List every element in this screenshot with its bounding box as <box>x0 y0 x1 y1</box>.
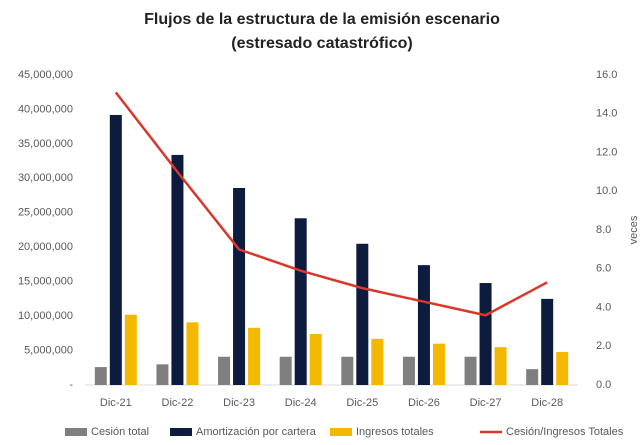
bar <box>417 265 430 385</box>
bar <box>526 369 539 385</box>
bar <box>494 347 507 385</box>
y2-tick-label: 6.0 <box>596 263 611 275</box>
bar <box>309 334 322 385</box>
legend-label: Cesión total <box>91 426 149 438</box>
x-tick-label: Dic-24 <box>285 397 317 409</box>
chart-subtitle: (estresado catastrófico) <box>231 35 412 52</box>
bar <box>371 338 384 385</box>
y2-tick-label: 2.0 <box>596 340 611 352</box>
legend-swatch <box>170 428 192 436</box>
y-tick-label: 20,000,000 <box>18 241 73 253</box>
chart-title: Flujos de la estructura de la emisión es… <box>144 11 500 28</box>
y2-tick-label: 14.0 <box>596 108 617 120</box>
y-tick-label: 25,000,000 <box>18 207 73 219</box>
y-tick-label: 5,000,000 <box>24 344 73 356</box>
bar <box>94 367 107 385</box>
x-tick-label: Dic-28 <box>531 397 563 409</box>
y-tick-label: 40,000,000 <box>18 103 73 115</box>
y2-tick-label: 12.0 <box>596 146 617 158</box>
bar <box>233 187 246 385</box>
bar <box>109 114 122 385</box>
x-tick-label: Dic-25 <box>346 397 378 409</box>
bar <box>156 364 169 385</box>
x-tick-label: Dic-21 <box>100 397 132 409</box>
bar <box>124 314 137 385</box>
bar <box>248 327 261 385</box>
bar <box>356 243 369 385</box>
legend-label: Cesión/Ingresos Totales <box>506 426 624 438</box>
y-tick-label: 10,000,000 <box>18 310 73 322</box>
bar <box>341 356 354 385</box>
x-tick-label: Dic-22 <box>162 397 194 409</box>
bar <box>171 154 184 385</box>
y2-tick-label: 0.0 <box>596 379 611 391</box>
x-tick-label: Dic-26 <box>408 397 440 409</box>
y2-tick-label: 16.0 <box>596 69 617 81</box>
bar <box>541 298 554 385</box>
y-tick-label: 15,000,000 <box>18 276 73 288</box>
bar <box>294 218 307 385</box>
y-tick-label: 30,000,000 <box>18 172 73 184</box>
legend-label: Amortización por cartera <box>196 426 317 438</box>
x-tick-label: Dic-23 <box>223 397 255 409</box>
bar <box>432 343 445 385</box>
bar <box>464 356 477 385</box>
bar <box>279 356 292 385</box>
bar <box>556 351 569 385</box>
y2-axis-label: veces <box>628 215 640 244</box>
bar <box>218 356 231 385</box>
bar <box>479 283 492 385</box>
legend-swatch <box>330 428 352 436</box>
y2-tick-label: 4.0 <box>596 301 611 313</box>
x-tick-label: Dic-27 <box>470 397 502 409</box>
legend-label: Ingresos totales <box>356 426 434 438</box>
y-tick-label: 45,000,000 <box>18 69 73 81</box>
y2-tick-label: 8.0 <box>596 224 611 236</box>
bar <box>402 356 415 385</box>
y-tick-label: - <box>69 379 73 391</box>
y2-tick-label: 10.0 <box>596 185 617 197</box>
legend-swatch <box>65 428 87 436</box>
bar <box>186 322 199 385</box>
y-tick-label: 35,000,000 <box>18 138 73 150</box>
line <box>114 91 548 317</box>
